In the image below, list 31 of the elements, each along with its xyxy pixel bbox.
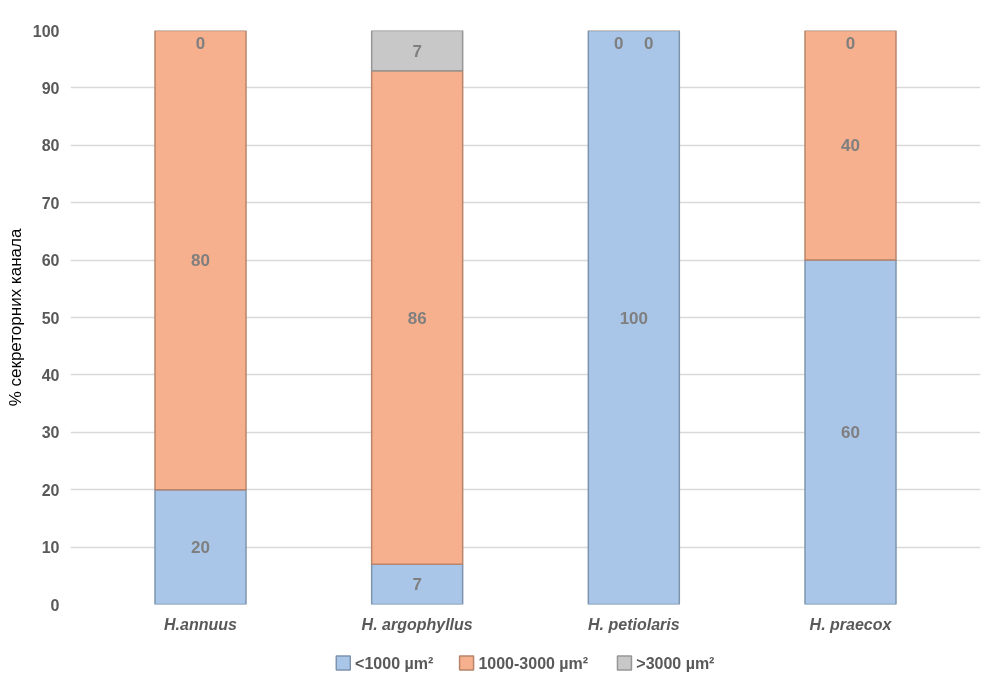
data-label: 7	[412, 41, 422, 61]
legend-label: >3000 µm²	[636, 654, 715, 672]
data-label: 40	[841, 136, 860, 156]
x-tick-label: H.annuus	[164, 615, 238, 633]
y-axis-title: % секреторних канала	[5, 228, 25, 407]
y-tick-label: 0	[50, 596, 60, 614]
y-tick-label: 30	[41, 424, 60, 442]
y-tick-label: 10	[41, 539, 60, 557]
data-label: 0	[614, 33, 624, 53]
data-label: 60	[841, 423, 860, 443]
y-tick-label: 70	[41, 194, 60, 212]
legend-label: <1000 µm²	[355, 654, 434, 672]
data-label: 100	[619, 308, 649, 328]
legend-label: 1000-3000 µm²	[478, 654, 589, 672]
x-tick-label: H. petiolaris	[588, 615, 680, 633]
y-tick-label: 80	[41, 137, 60, 155]
data-label: 0	[845, 33, 856, 53]
y-tick-label: 20	[41, 481, 60, 499]
data-label: 0	[644, 33, 654, 53]
data-label: 80	[191, 251, 210, 271]
data-label: 86	[407, 308, 427, 328]
y-tick-label: 50	[41, 309, 60, 327]
x-tick-label: H. praecox	[809, 615, 893, 633]
data-label: 0	[195, 33, 206, 53]
x-tick-label: H. argophyllus	[361, 615, 473, 633]
data-label: 20	[191, 538, 210, 558]
data-label: 7	[412, 575, 422, 595]
y-tick-label: 100	[32, 22, 60, 40]
y-tick-label: 60	[41, 252, 60, 270]
y-tick-label: 90	[41, 79, 60, 97]
y-tick-label: 40	[41, 366, 60, 384]
